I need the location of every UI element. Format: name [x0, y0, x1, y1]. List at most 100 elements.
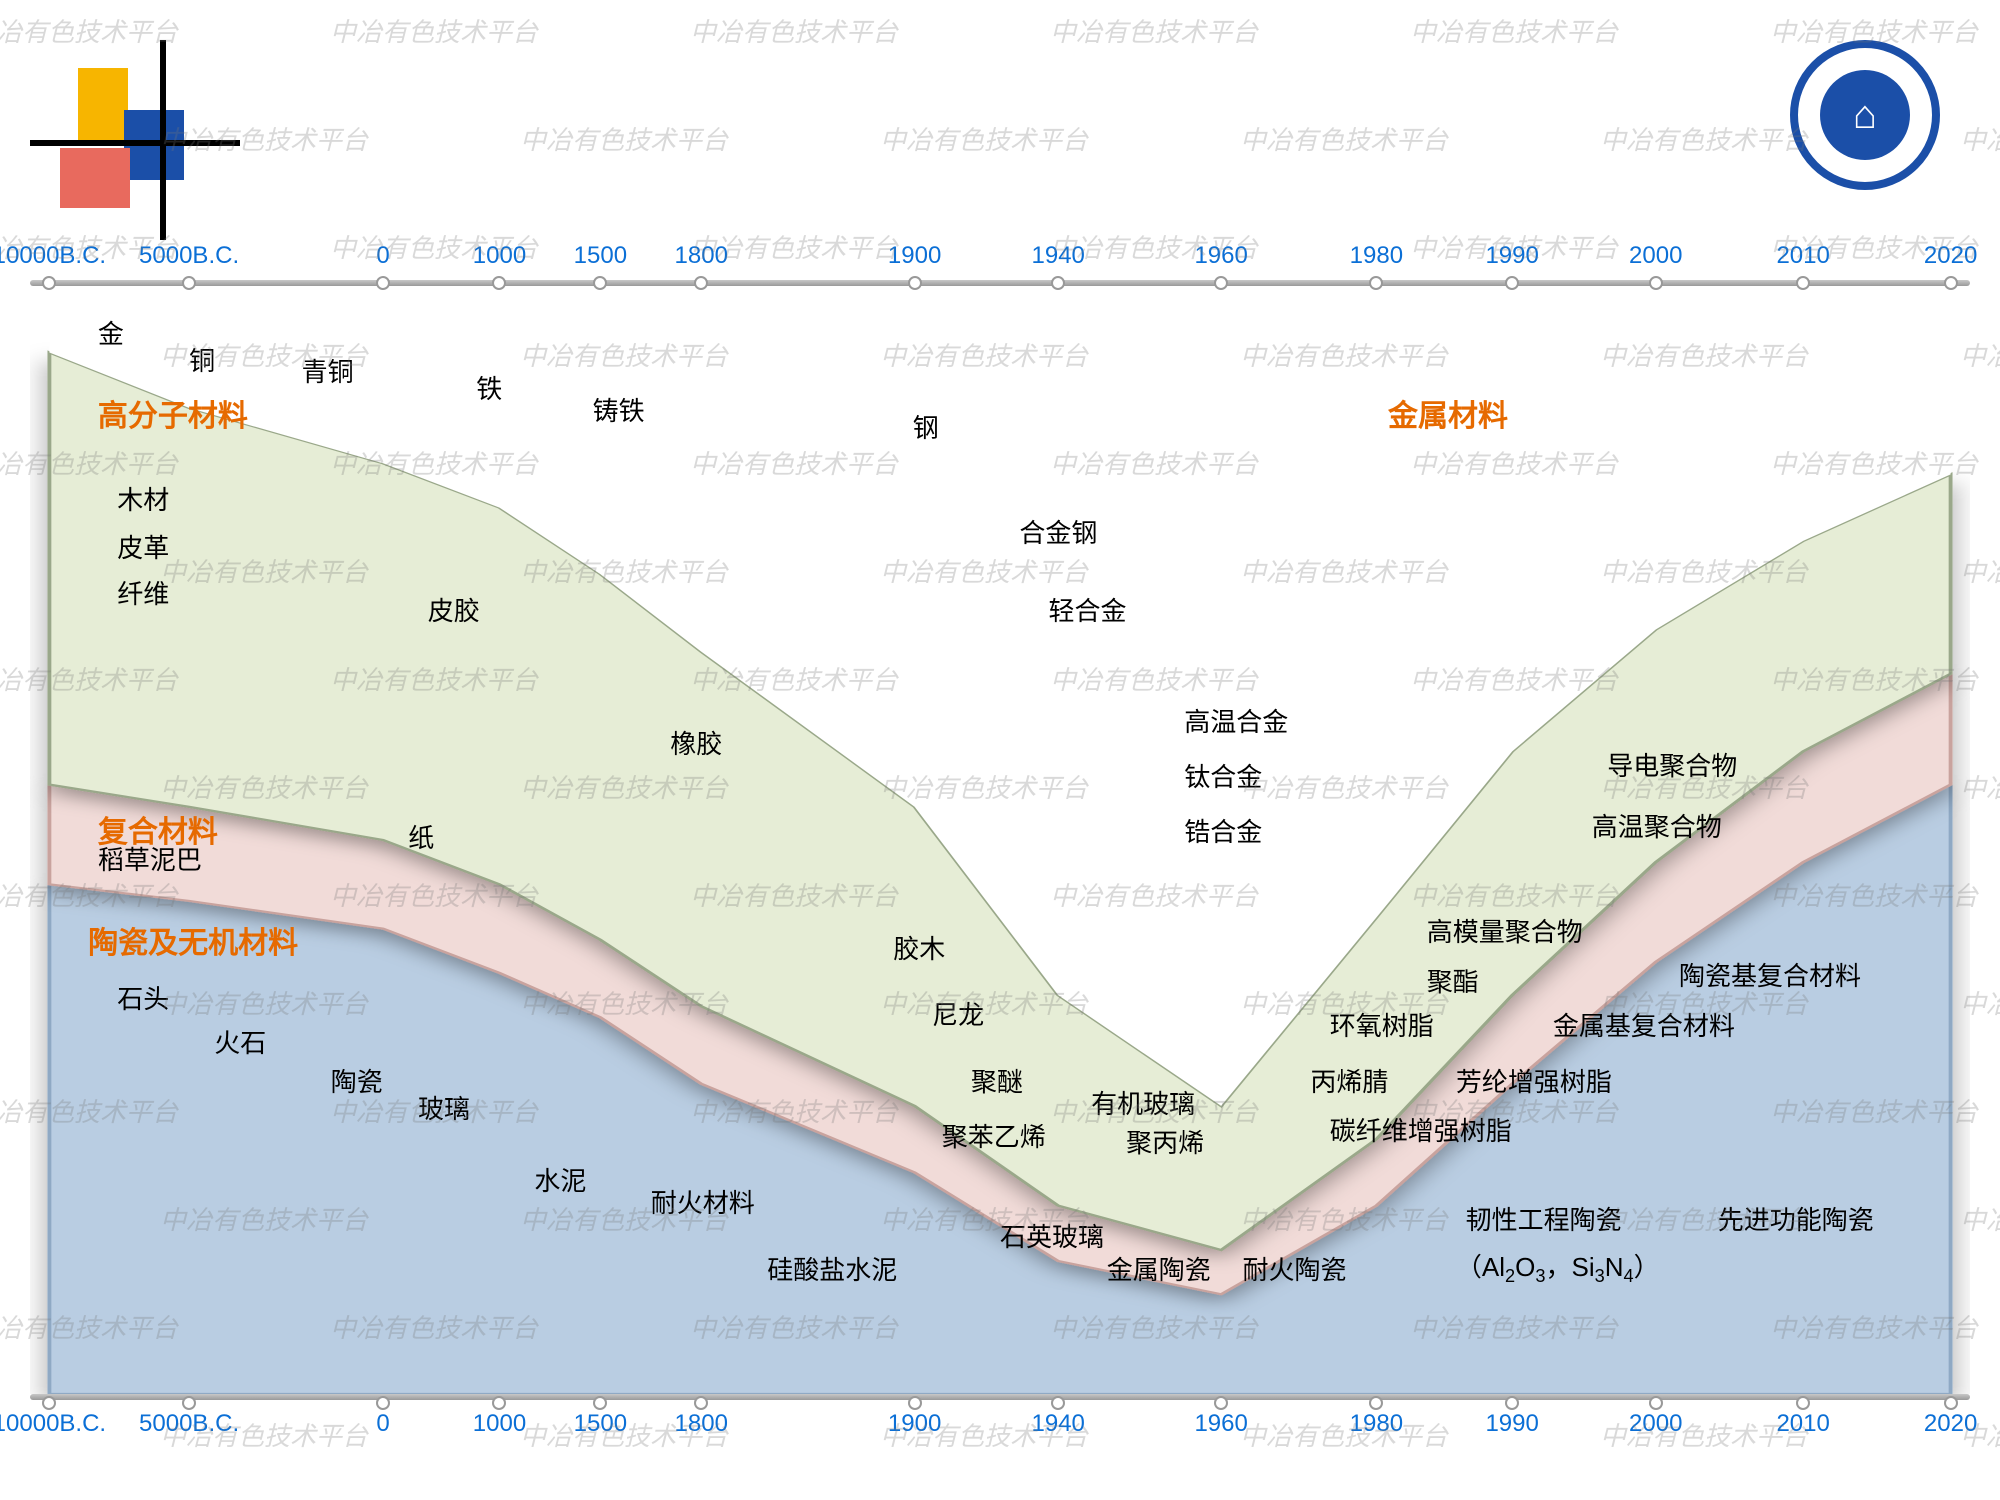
material-label: 金	[98, 314, 124, 351]
axis-tick	[1649, 1396, 1663, 1410]
axis-tick-label: 2000	[1629, 242, 1682, 270]
material-label: 轻合金	[1049, 591, 1127, 628]
axis-tick	[182, 1396, 196, 1410]
axis-tick-label: 2010	[1776, 1410, 1829, 1438]
axis-tick-label: 2010	[1776, 242, 1829, 270]
material-label: 有机玻璃	[1091, 1084, 1195, 1121]
material-label: 耐火陶瓷	[1243, 1250, 1347, 1287]
axis-tick	[1051, 1396, 1065, 1410]
axis-tick-label: 10000B.C.	[0, 242, 106, 270]
material-label: 高温聚合物	[1592, 807, 1722, 844]
axis-tick	[1796, 276, 1810, 290]
axis-tick-label: 1960	[1194, 242, 1247, 270]
material-label: 铸铁	[593, 391, 645, 428]
material-label: 陶瓷基复合材料	[1679, 956, 1861, 993]
materials-timeline-chart: 金属材料高分子材料复合材料陶瓷及无机材料金铜青铜铁铸铁钢合金钢轻合金高温合金钛合…	[30, 250, 1970, 1430]
material-label: 纸	[408, 818, 434, 855]
category-label: 高分子材料	[98, 391, 248, 435]
watermark-text: 中冶有色技术平台	[1240, 120, 1448, 157]
material-label: 金属陶瓷	[1107, 1250, 1211, 1287]
axis-tick-label: 5000B.C.	[139, 242, 239, 270]
logo-cross-horizontal	[30, 140, 240, 146]
axis-tick	[492, 276, 506, 290]
axis-tick-label: 1000	[473, 242, 526, 270]
axis-tick-label: 1900	[888, 242, 941, 270]
axis-tick	[1649, 276, 1663, 290]
axis-tick-label: 1940	[1031, 242, 1084, 270]
axis-tick-label: 1990	[1485, 242, 1538, 270]
material-label: 环氧树脂	[1330, 1006, 1434, 1043]
material-label: 聚酯	[1427, 962, 1479, 999]
axis-tick	[593, 276, 607, 290]
material-label: 高温合金	[1184, 702, 1288, 739]
material-label: 耐火材料	[651, 1183, 755, 1220]
axis-tick-label: 1000	[473, 1410, 526, 1438]
axis-tick-label: 1980	[1350, 1410, 1403, 1438]
axis-tick-label: 2000	[1629, 1410, 1682, 1438]
material-label: 皮胶	[428, 591, 480, 628]
axis-tick-label: 5000B.C.	[139, 1410, 239, 1438]
axis-tick-label: 1960	[1194, 1410, 1247, 1438]
material-label: 锆合金	[1184, 812, 1262, 849]
material-label: 聚醚	[971, 1062, 1023, 1099]
axis-tick	[42, 276, 56, 290]
axis-tick-label: 1900	[888, 1410, 941, 1438]
material-label: 水泥	[534, 1161, 586, 1198]
axis-tick	[492, 1396, 506, 1410]
material-label: 石头	[117, 979, 169, 1016]
watermark-text: 中冶有色技术平台	[1960, 120, 2000, 157]
axis-tick-label: 1980	[1350, 242, 1403, 270]
watermark-text: 中冶有色技术平台	[1050, 12, 1258, 49]
logo-cross-vertical	[160, 40, 166, 240]
axis-tick-label: 1990	[1485, 1410, 1538, 1438]
axis-bottom-line	[30, 1394, 1970, 1400]
axis-tick	[1369, 1396, 1383, 1410]
axis-tick	[1944, 1396, 1958, 1410]
watermark-text: 中冶有色技术平台	[1600, 120, 1808, 157]
axis-tick-label: 2020	[1924, 242, 1977, 270]
material-label: 韧性工程陶瓷	[1466, 1200, 1622, 1237]
axis-tick-label: 1500	[574, 242, 627, 270]
material-label: 胶木	[893, 929, 945, 966]
category-label: 陶瓷及无机材料	[88, 918, 298, 962]
material-label: 火石	[214, 1023, 266, 1060]
axis-tick	[593, 1396, 607, 1410]
material-label: 碳纤维增强树脂	[1330, 1111, 1512, 1148]
material-label: 纤维	[117, 574, 169, 611]
material-label: 高模量聚合物	[1427, 912, 1583, 949]
axis-tick-label: 10000B.C.	[0, 1410, 106, 1438]
material-label: 铁	[476, 369, 502, 406]
axis-tick-label: 2020	[1924, 1410, 1977, 1438]
university-logo-glyph: ⌂	[1820, 70, 1910, 160]
watermark-text: 中冶有色技术平台	[690, 12, 898, 49]
logo-yellow-block	[78, 68, 128, 144]
axis-tick	[1369, 276, 1383, 290]
material-label: 合金钢	[1019, 513, 1097, 550]
material-label: 尼龙	[932, 995, 984, 1032]
material-label: 石英玻璃	[1000, 1217, 1104, 1254]
material-label: 稻草泥巴	[98, 840, 202, 877]
university-logo: ⌂	[1790, 40, 1940, 190]
corner-logo	[30, 40, 210, 220]
axis-tick	[694, 276, 708, 290]
axis-tick	[1214, 1396, 1228, 1410]
material-label: 钛合金	[1184, 757, 1262, 794]
watermark-text: 中冶有色技术平台	[880, 120, 1088, 157]
material-label: 玻璃	[418, 1089, 470, 1126]
material-label: 皮革	[117, 528, 169, 565]
watermark-text: 中冶有色技术平台	[1410, 12, 1618, 49]
material-label: 橡胶	[670, 724, 722, 761]
material-label: 导电聚合物	[1607, 746, 1737, 783]
axis-tick-label: 0	[376, 242, 389, 270]
axis-tick-label: 1800	[675, 1410, 728, 1438]
axis-tick	[1505, 276, 1519, 290]
logo-red-block	[60, 148, 130, 208]
axis-tick-label: 1800	[675, 242, 728, 270]
axis-tick	[908, 1396, 922, 1410]
axis-tick	[182, 276, 196, 290]
material-label: 聚苯乙烯	[942, 1117, 1046, 1154]
axis-tick	[1505, 1396, 1519, 1410]
axis-tick	[908, 276, 922, 290]
axis-tick	[1051, 276, 1065, 290]
axis-tick	[694, 1396, 708, 1410]
